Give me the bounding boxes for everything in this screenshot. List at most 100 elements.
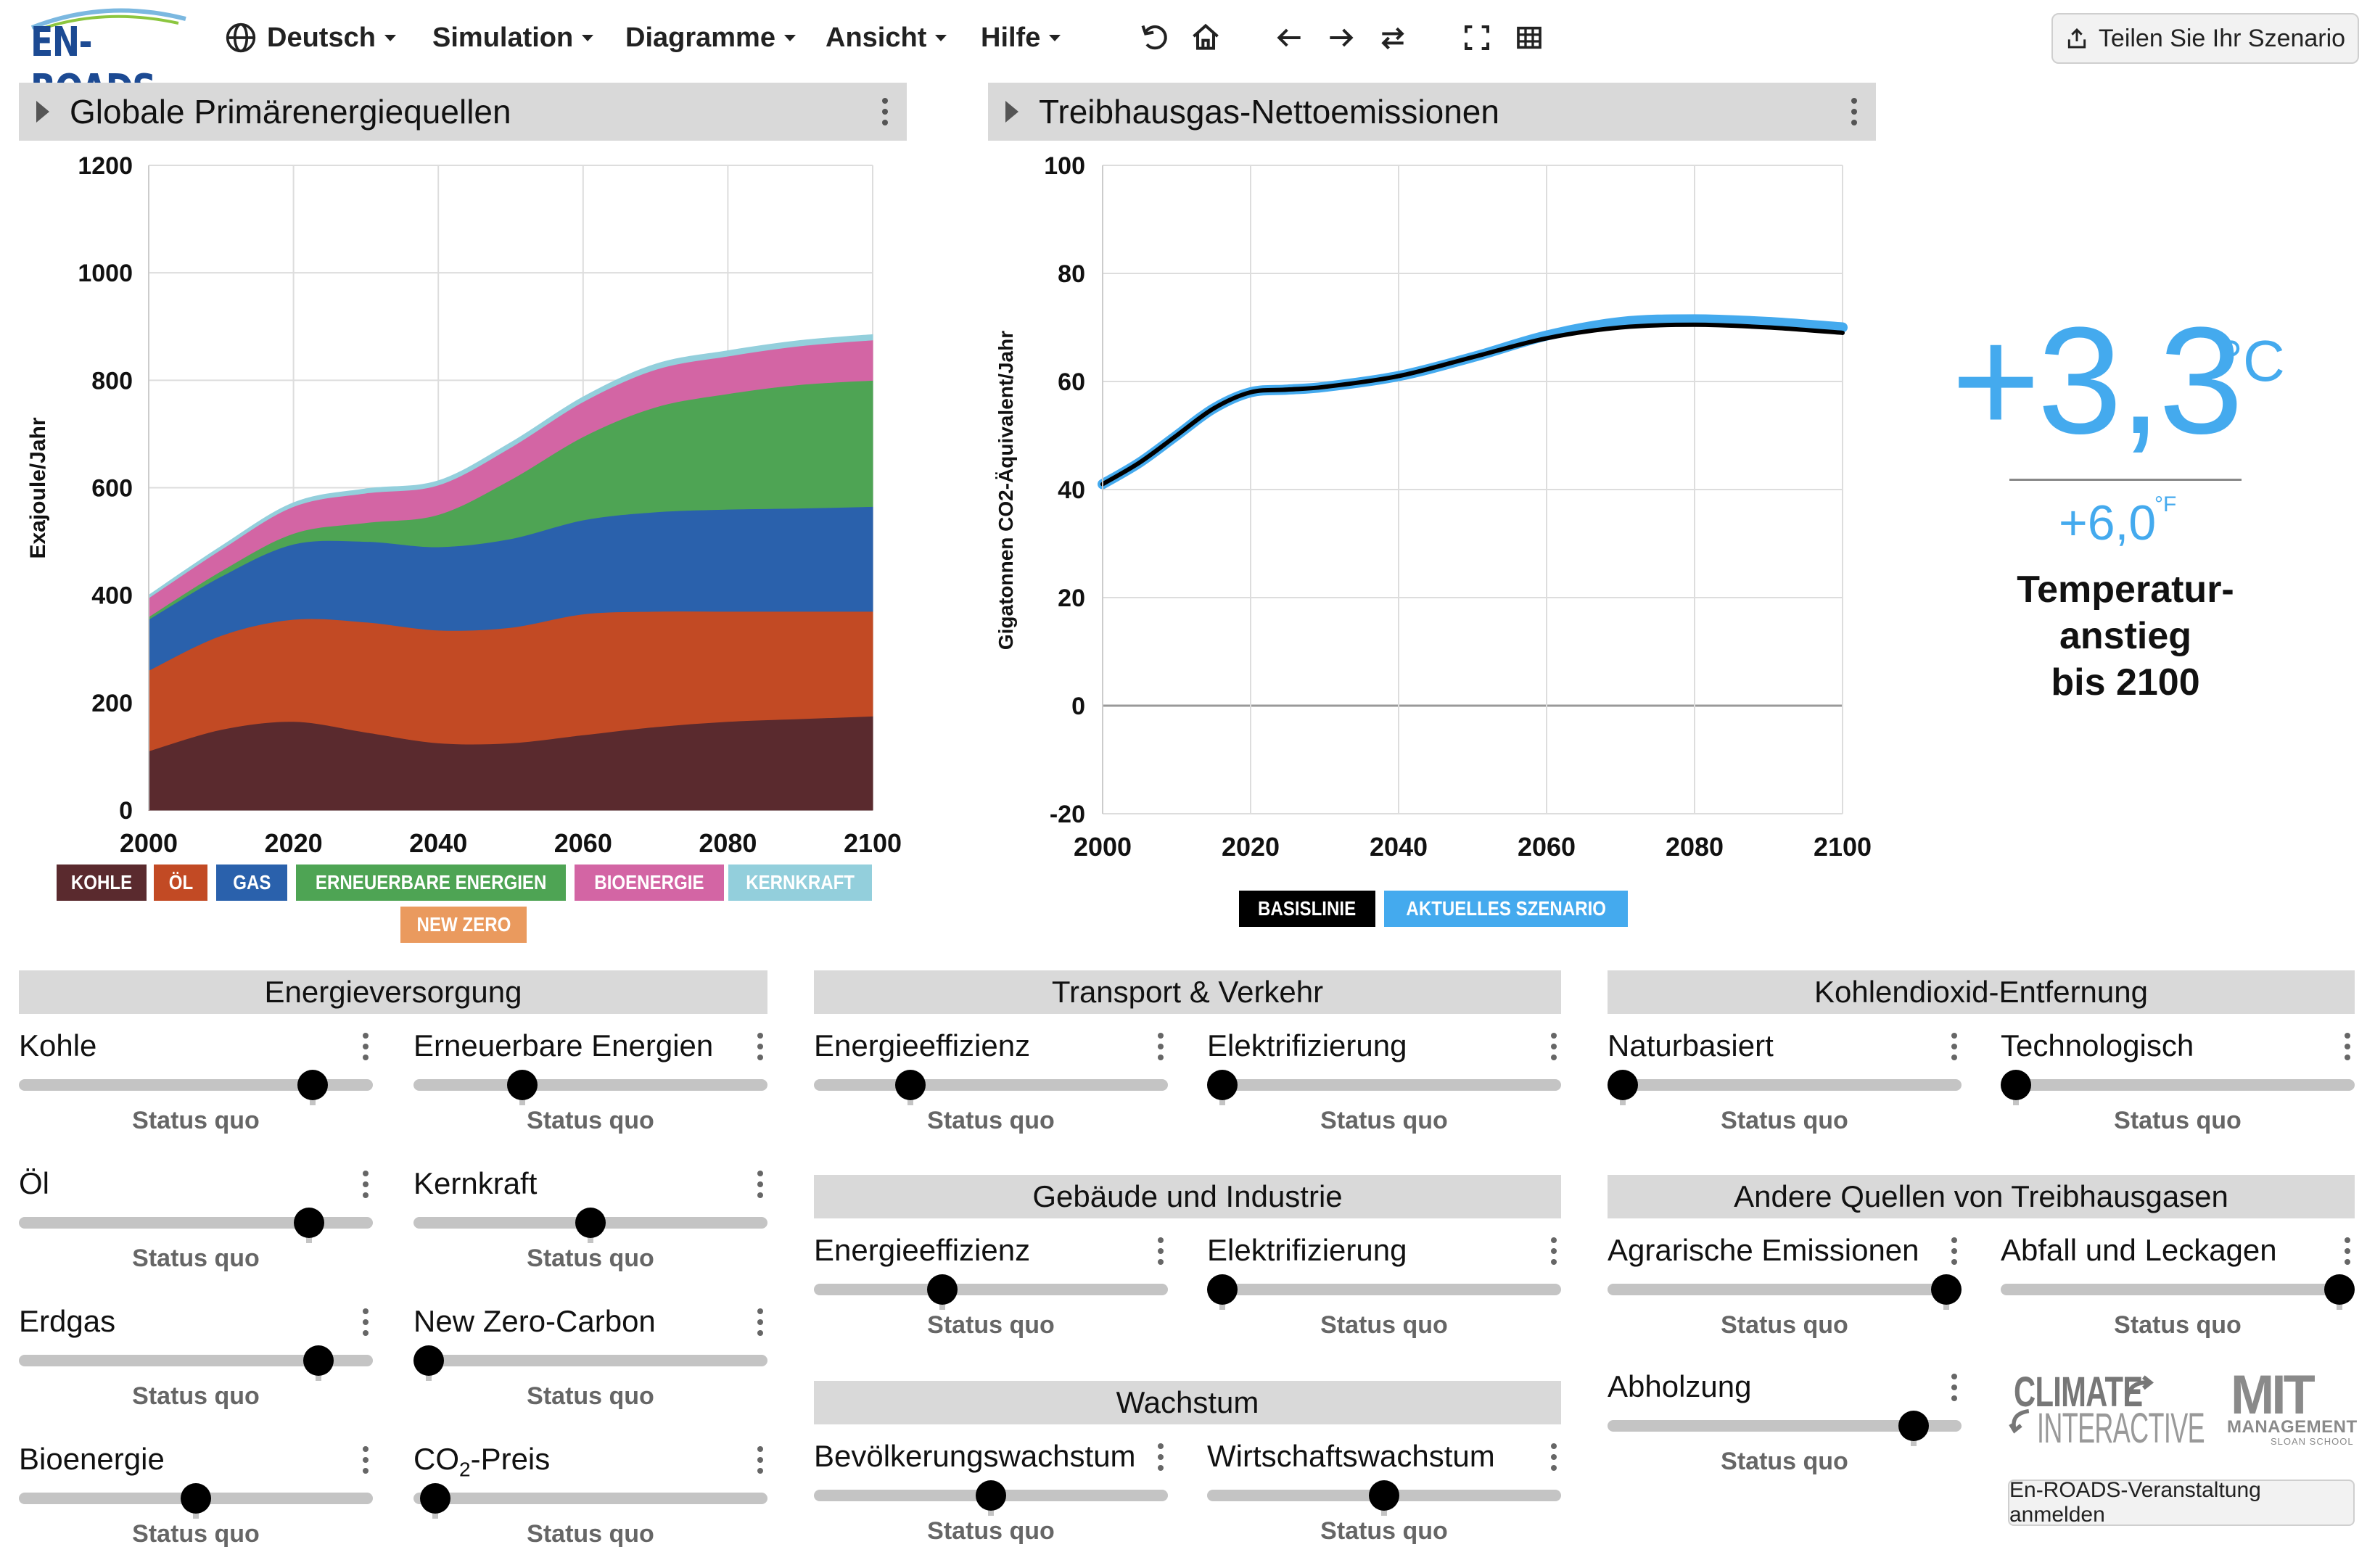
slider-nuclear[interactable]: Kernkraft Status quo: [413, 1166, 767, 1272]
share-scenario-button[interactable]: Teilen Sie Ihr Szenario: [2051, 13, 2359, 64]
legend-chip-bioenergie[interactable]: BIOENERGIE: [575, 865, 724, 901]
slider-menu-icon[interactable]: [757, 1171, 763, 1198]
slider-menu-icon[interactable]: [1551, 1443, 1557, 1471]
slider-knob[interactable]: [2324, 1274, 2355, 1305]
graph-right-header[interactable]: Treibhausgas-Nettoemissionen: [988, 83, 1876, 141]
slider-coal[interactable]: Kohle Status quo: [19, 1028, 373, 1134]
slider-menu-icon[interactable]: [1951, 1374, 1957, 1401]
graph-left-menu-icon[interactable]: [882, 98, 888, 125]
graph-right-menu-icon[interactable]: [1851, 98, 1857, 125]
slider-knob[interactable]: [976, 1480, 1006, 1511]
slider-menu-icon[interactable]: [1158, 1237, 1164, 1265]
slider-menu-icon[interactable]: [363, 1446, 369, 1474]
legend-chip-gas[interactable]: GAS: [216, 865, 287, 901]
graph-left-header[interactable]: Globale Primärenergiequellen: [19, 83, 907, 141]
slider-knob[interactable]: [1608, 1070, 1638, 1100]
slider-menu-icon[interactable]: [1158, 1443, 1164, 1471]
slider-knob[interactable]: [1931, 1274, 1962, 1305]
slider-building-electrification[interactable]: Elektrifizierung Status quo: [1207, 1233, 1561, 1339]
slider-technological[interactable]: Technologisch Status quo: [2001, 1028, 2355, 1134]
slider-track[interactable]: [1608, 1420, 1962, 1432]
slider-new-zero[interactable]: New Zero-Carbon Status quo: [413, 1304, 767, 1410]
slider-co2-price[interactable]: CO2-Preis Status quo: [413, 1442, 767, 1548]
slider-track[interactable]: [1608, 1284, 1962, 1295]
forward-icon[interactable]: [1320, 17, 1361, 58]
undo-icon[interactable]: [1135, 17, 1175, 58]
slider-knob[interactable]: [894, 1070, 926, 1100]
slider-menu-icon[interactable]: [1951, 1033, 1957, 1060]
slider-menu-icon[interactable]: [1551, 1237, 1557, 1265]
slider-menu-icon[interactable]: [2345, 1033, 2350, 1060]
slider-knob[interactable]: [2001, 1070, 2031, 1100]
slider-knob[interactable]: [1369, 1480, 1399, 1511]
menu-charts[interactable]: Diagramme: [625, 16, 796, 59]
en-roads-logo[interactable]: EN-ROADS: [26, 3, 200, 113]
slider-knob[interactable]: [303, 1345, 334, 1376]
menu-help[interactable]: Hilfe: [981, 16, 1061, 59]
slider-knob[interactable]: [507, 1070, 538, 1100]
mit-sloan-logo[interactable]: MIT MANAGEMENT SLOAN SCHOOL: [2223, 1364, 2357, 1448]
table-icon[interactable]: [1509, 17, 1549, 58]
slider-knob[interactable]: [575, 1208, 606, 1238]
slider-transport-electrification[interactable]: Elektrifizierung Status quo: [1207, 1028, 1561, 1134]
slider-knob[interactable]: [297, 1070, 328, 1100]
slider-population-growth[interactable]: Bevölkerungswachstum Status quo: [814, 1439, 1168, 1545]
menu-simulation[interactable]: Simulation: [432, 16, 594, 59]
slider-menu-icon[interactable]: [757, 1308, 763, 1336]
climate-interactive-logo[interactable]: CLIMATE INTERACTIVE: [2008, 1368, 2205, 1452]
home-icon[interactable]: [1185, 17, 1226, 58]
slider-track[interactable]: [19, 1355, 373, 1366]
legend-chip-basislinie[interactable]: BASISLINIE: [1239, 891, 1375, 927]
fullscreen-icon[interactable]: [1457, 17, 1497, 58]
slider-menu-icon[interactable]: [757, 1446, 763, 1474]
slider-bioenergy[interactable]: Bioenergie Status quo: [19, 1442, 373, 1548]
slider-track[interactable]: [814, 1079, 1168, 1091]
slider-track[interactable]: [413, 1493, 767, 1504]
slider-track[interactable]: [413, 1355, 767, 1366]
slider-track[interactable]: [1207, 1079, 1561, 1091]
slider-menu-icon[interactable]: [1158, 1033, 1164, 1060]
slider-track[interactable]: [19, 1217, 373, 1229]
slider-menu-icon[interactable]: [757, 1033, 763, 1060]
legend-chip-öl[interactable]: ÖL: [154, 865, 207, 901]
slider-menu-icon[interactable]: [1951, 1237, 1957, 1265]
slider-knob[interactable]: [413, 1345, 444, 1376]
slider-knob[interactable]: [294, 1208, 325, 1238]
slider-track[interactable]: [19, 1079, 373, 1091]
slider-menu-icon[interactable]: [363, 1308, 369, 1336]
slider-knob[interactable]: [181, 1483, 211, 1514]
slider-agriculture[interactable]: Agrarische Emissionen Status quo: [1608, 1233, 1962, 1339]
back-icon[interactable]: [1269, 17, 1310, 58]
slider-track[interactable]: [814, 1284, 1168, 1295]
slider-waste-leakage[interactable]: Abfall und Leckagen Status quo: [2001, 1233, 2355, 1339]
legend-chip-erneuerbare-energien[interactable]: ERNEUERBARE ENERGIEN: [296, 865, 566, 901]
register-event-button[interactable]: En-ROADS-Veranstaltung anmelden: [2008, 1478, 2355, 1527]
slider-building-efficiency[interactable]: Energieeffizienz Status quo: [814, 1233, 1168, 1339]
legend-chip-aktuelles-szenario[interactable]: AKTUELLES SZENARIO: [1384, 891, 1628, 927]
slider-knob[interactable]: [1898, 1411, 1930, 1441]
slider-oil[interactable]: Öl Status quo: [19, 1166, 373, 1272]
slider-menu-icon[interactable]: [2345, 1237, 2350, 1265]
slider-knob[interactable]: [927, 1274, 958, 1305]
slider-knob[interactable]: [419, 1483, 450, 1514]
compare-icon[interactable]: [1372, 17, 1413, 58]
slider-track[interactable]: [1608, 1079, 1962, 1091]
slider-renewables[interactable]: Erneuerbare Energien Status quo: [413, 1028, 767, 1134]
slider-deforestation[interactable]: Abholzung Status quo: [1608, 1369, 1962, 1475]
slider-track[interactable]: [413, 1079, 767, 1091]
slider-menu-icon[interactable]: [363, 1171, 369, 1198]
slider-track[interactable]: [2001, 1284, 2355, 1295]
slider-menu-icon[interactable]: [1551, 1033, 1557, 1060]
menu-view[interactable]: Ansicht: [826, 16, 947, 59]
slider-knob[interactable]: [1207, 1070, 1238, 1100]
slider-nature-based[interactable]: Naturbasiert Status quo: [1608, 1028, 1962, 1134]
slider-knob[interactable]: [1207, 1274, 1238, 1305]
slider-economic-growth[interactable]: Wirtschaftswachstum Status quo: [1207, 1439, 1561, 1545]
slider-gas[interactable]: Erdgas Status quo: [19, 1304, 373, 1410]
slider-transport-efficiency[interactable]: Energieeffizienz Status quo: [814, 1028, 1168, 1134]
menu-language[interactable]: Deutsch: [225, 16, 396, 59]
slider-track[interactable]: [2001, 1079, 2355, 1091]
legend-chip-kohle[interactable]: KOHLE: [57, 865, 147, 901]
slider-menu-icon[interactable]: [363, 1033, 369, 1060]
legend-chip-kernkraft[interactable]: KERNKRAFT: [728, 865, 872, 901]
